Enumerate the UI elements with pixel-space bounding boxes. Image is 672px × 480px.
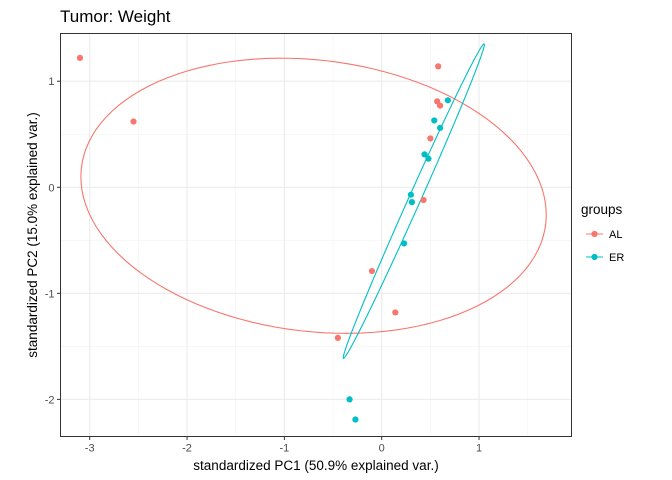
x-tick-label: -2 <box>182 443 192 455</box>
legend-item-er: ER <box>586 252 624 264</box>
y-axis-title: standardized PC2 (15.0% explained var.) <box>25 112 40 357</box>
point-al <box>76 54 84 61</box>
x-tick-label: 0 <box>379 443 385 455</box>
legend-items: AL ER <box>586 229 624 264</box>
point-er <box>400 240 408 247</box>
legend-key-point <box>591 230 598 238</box>
y-axis-ticks: -2 -1 0 1 <box>45 76 61 406</box>
point-al <box>130 118 137 125</box>
x-tick-label: -3 <box>85 443 95 455</box>
legend-title: groups <box>581 202 623 217</box>
point-al <box>334 334 341 341</box>
point-er <box>437 124 444 131</box>
point-al <box>420 196 427 204</box>
point-er <box>346 396 353 403</box>
y-tick-label: -1 <box>45 288 55 300</box>
point-al <box>427 135 434 142</box>
y-tick-label: 0 <box>48 182 54 194</box>
y-tick-label: -2 <box>45 394 55 406</box>
point-al <box>368 267 376 275</box>
grid-minor <box>60 33 572 437</box>
legend-label: AL <box>609 229 622 241</box>
point-al <box>437 102 444 109</box>
ellipse-er <box>342 43 485 359</box>
panel-background <box>60 33 572 437</box>
x-tick-label: -1 <box>279 443 289 455</box>
grid-major <box>60 33 572 437</box>
plot-panel <box>60 33 572 437</box>
legend-item-al: AL <box>586 229 622 241</box>
point-er <box>352 416 359 423</box>
point-al <box>435 63 442 70</box>
chart-title: Tumor: Weight <box>60 7 171 26</box>
legend-label: ER <box>609 252 624 264</box>
point-er <box>425 155 432 162</box>
point-al <box>392 309 399 316</box>
point-er <box>431 117 438 124</box>
x-axis-ticks: -3 -2 -1 0 1 <box>85 436 482 455</box>
point-er <box>407 191 414 198</box>
x-axis-title: standardized PC1 (50.9% explained var.) <box>193 458 438 473</box>
y-tick-label: 1 <box>48 76 54 88</box>
ellipse-al <box>80 57 547 334</box>
point-er <box>444 97 451 104</box>
x-tick-label: 1 <box>476 443 482 455</box>
panel-border <box>60 33 572 437</box>
legend-key-point <box>591 253 598 261</box>
data-points <box>76 54 451 423</box>
point-er <box>408 199 415 206</box>
confidence-ellipses <box>80 43 547 359</box>
legend: groups AL ER <box>581 202 624 264</box>
point-er <box>421 151 428 158</box>
